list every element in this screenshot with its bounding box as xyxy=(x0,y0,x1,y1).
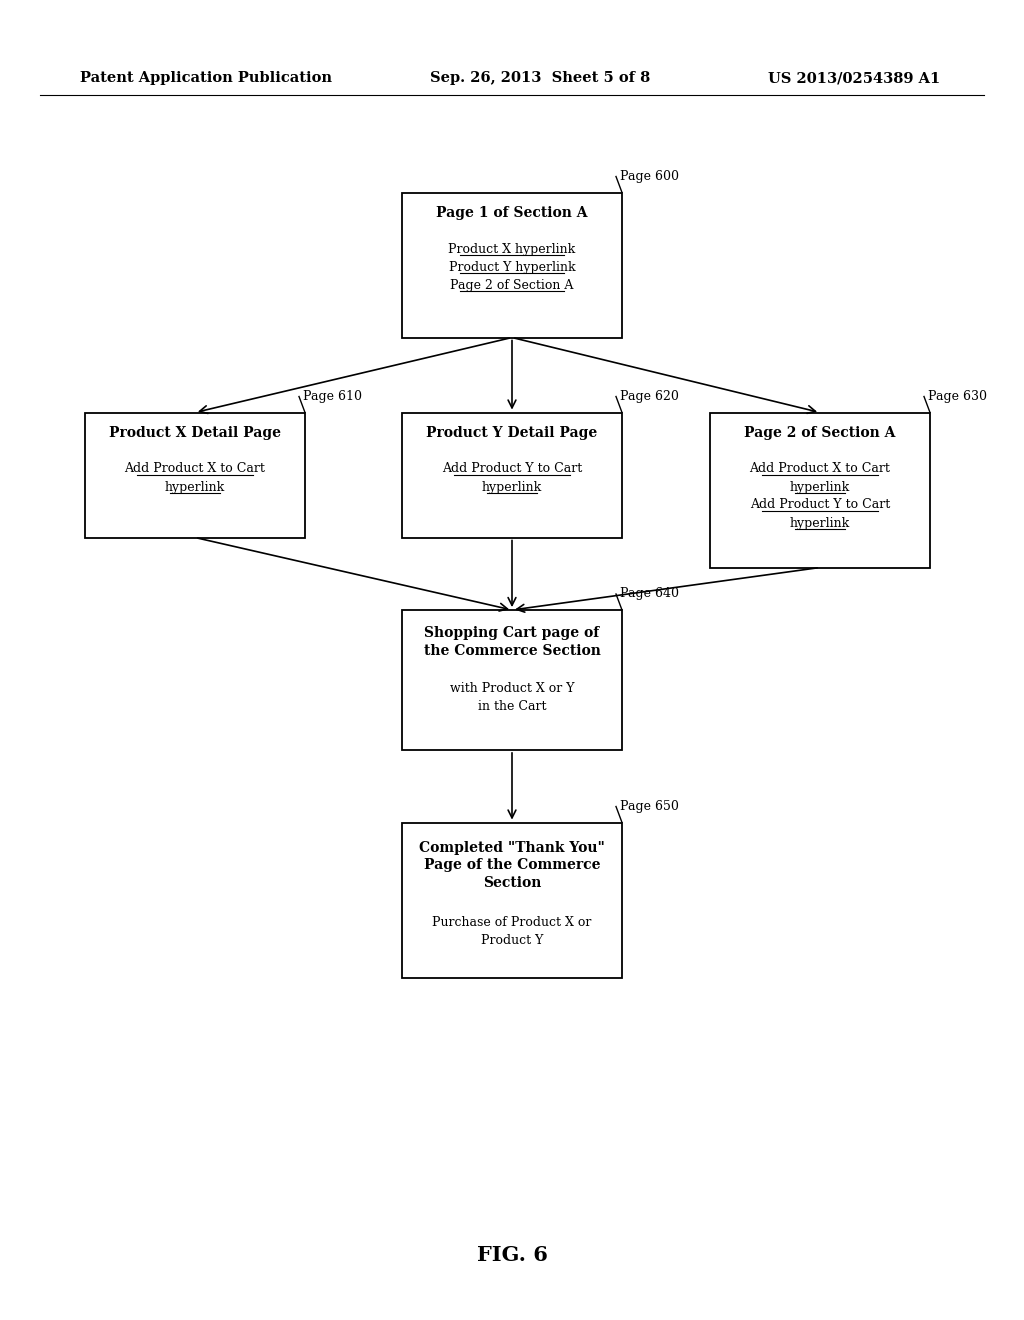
Text: Page 620: Page 620 xyxy=(620,389,679,403)
Text: US 2013/0254389 A1: US 2013/0254389 A1 xyxy=(768,71,940,84)
Text: in the Cart: in the Cart xyxy=(478,700,546,713)
Bar xyxy=(402,610,622,750)
Bar xyxy=(710,412,930,568)
Bar xyxy=(402,412,622,537)
Text: Product Y hyperlink: Product Y hyperlink xyxy=(449,260,575,273)
Text: Page 2 of Section A: Page 2 of Section A xyxy=(744,426,896,441)
Text: Add Product X to Cart: Add Product X to Cart xyxy=(125,462,265,475)
Text: Page 2 of Section A: Page 2 of Section A xyxy=(451,279,573,292)
Text: Product Y: Product Y xyxy=(481,935,543,948)
Text: hyperlink: hyperlink xyxy=(165,480,225,494)
Text: Add Product Y to Cart: Add Product Y to Cart xyxy=(750,499,890,511)
Text: Page 650: Page 650 xyxy=(620,800,679,813)
Text: hyperlink: hyperlink xyxy=(790,516,850,529)
Text: Add Product Y to Cart: Add Product Y to Cart xyxy=(442,462,582,475)
Bar xyxy=(402,822,622,978)
Text: Product Y Detail Page: Product Y Detail Page xyxy=(426,426,598,441)
Text: Patent Application Publication: Patent Application Publication xyxy=(80,71,332,84)
Text: hyperlink: hyperlink xyxy=(482,480,542,494)
Text: Purchase of Product X or: Purchase of Product X or xyxy=(432,916,592,929)
Bar xyxy=(402,193,622,338)
Text: Product X Detail Page: Product X Detail Page xyxy=(109,426,281,441)
Text: Add Product X to Cart: Add Product X to Cart xyxy=(750,462,891,475)
Text: Page 610: Page 610 xyxy=(303,389,362,403)
Text: Page 600: Page 600 xyxy=(620,170,679,183)
Text: Page 1 of Section A: Page 1 of Section A xyxy=(436,206,588,220)
Text: hyperlink: hyperlink xyxy=(790,480,850,494)
Text: Page 640: Page 640 xyxy=(620,587,679,601)
Text: Product X hyperlink: Product X hyperlink xyxy=(449,243,575,256)
Text: FIG. 6: FIG. 6 xyxy=(476,1245,548,1265)
Text: Completed "Thank You"
Page of the Commerce
Section: Completed "Thank You" Page of the Commer… xyxy=(419,841,605,890)
Text: Shopping Cart page of
the Commerce Section: Shopping Cart page of the Commerce Secti… xyxy=(424,627,600,657)
Text: with Product X or Y: with Product X or Y xyxy=(450,682,574,696)
Text: Sep. 26, 2013  Sheet 5 of 8: Sep. 26, 2013 Sheet 5 of 8 xyxy=(430,71,650,84)
Text: Page 630: Page 630 xyxy=(928,389,987,403)
Bar xyxy=(85,412,305,537)
